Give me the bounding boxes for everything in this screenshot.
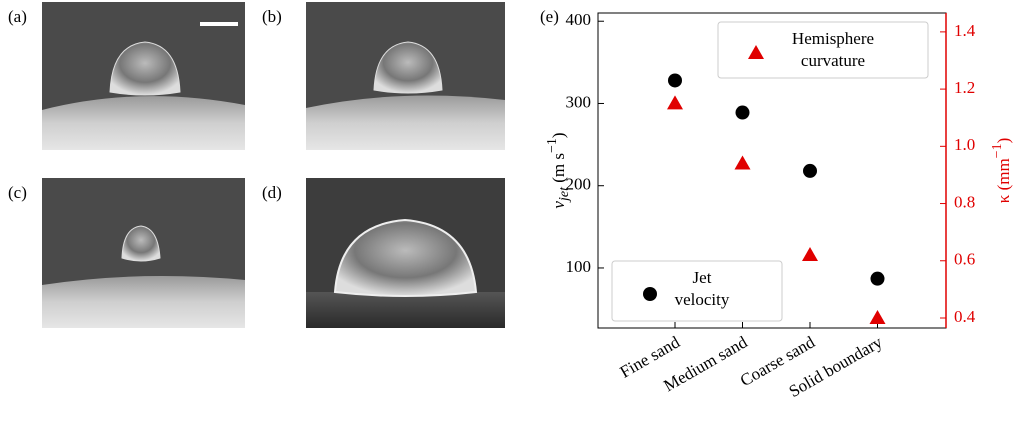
- data-point: [803, 163, 817, 178]
- y2-tick-label: 0.8: [954, 192, 975, 211]
- photo-d: [306, 178, 505, 328]
- y2-axis-label-part: ): [994, 138, 1013, 144]
- panel-label: (e): [540, 7, 559, 26]
- data-point: [870, 271, 885, 286]
- y2-tick-label: 1.4: [954, 21, 976, 40]
- legend-label-box: Jet velocity: [674, 268, 730, 309]
- legend-label: Jet velocity: [674, 268, 730, 309]
- y-tick-label: 100: [566, 257, 592, 276]
- y-tick-label: 400: [566, 10, 592, 29]
- y2-axis-label-part: κ (mm: [994, 158, 1013, 203]
- data-point: [667, 95, 683, 110]
- panel-label: (a): [8, 7, 27, 26]
- y-axis-label-part: v: [549, 201, 568, 209]
- data-point: [643, 287, 657, 301]
- y2-tick-label: 1.2: [954, 78, 975, 97]
- data-point: [802, 247, 818, 262]
- photo-b: [306, 2, 505, 150]
- y-axis-label-part: ): [549, 132, 568, 138]
- y-axis-label-part: (m s: [549, 153, 568, 187]
- legend-label: Hemisphere curvature: [791, 29, 875, 70]
- photo-a: [42, 2, 245, 150]
- y2-tick-label: 0.4: [954, 307, 976, 326]
- legend-box: [611, 260, 783, 322]
- data-point: [869, 309, 886, 324]
- y-axis-label-part: −1: [545, 138, 560, 153]
- data-point: [734, 155, 751, 170]
- photo-c: [42, 178, 245, 328]
- panel-label: (c): [8, 183, 27, 202]
- y-tick-label: 200: [566, 175, 592, 194]
- panel-label: (d): [262, 183, 282, 202]
- data-point: [668, 73, 682, 88]
- panel-label: (b): [262, 7, 282, 26]
- legend-box: [717, 21, 929, 79]
- y2-tick-label: 1.0: [954, 135, 975, 154]
- data-point: [748, 45, 764, 59]
- y-tick-label: 300: [566, 92, 592, 111]
- y2-axis-label: κ (mm−1): [990, 138, 1013, 204]
- data-point: [735, 105, 750, 120]
- y2-tick-label: 0.6: [954, 250, 975, 269]
- y-axis-label: vjet (m s−1): [545, 132, 572, 208]
- legend-label-box: Hemisphere curvature: [791, 29, 875, 70]
- y2-axis-label-part: −1: [990, 143, 1005, 158]
- y-axis-label-part: jet: [557, 186, 572, 203]
